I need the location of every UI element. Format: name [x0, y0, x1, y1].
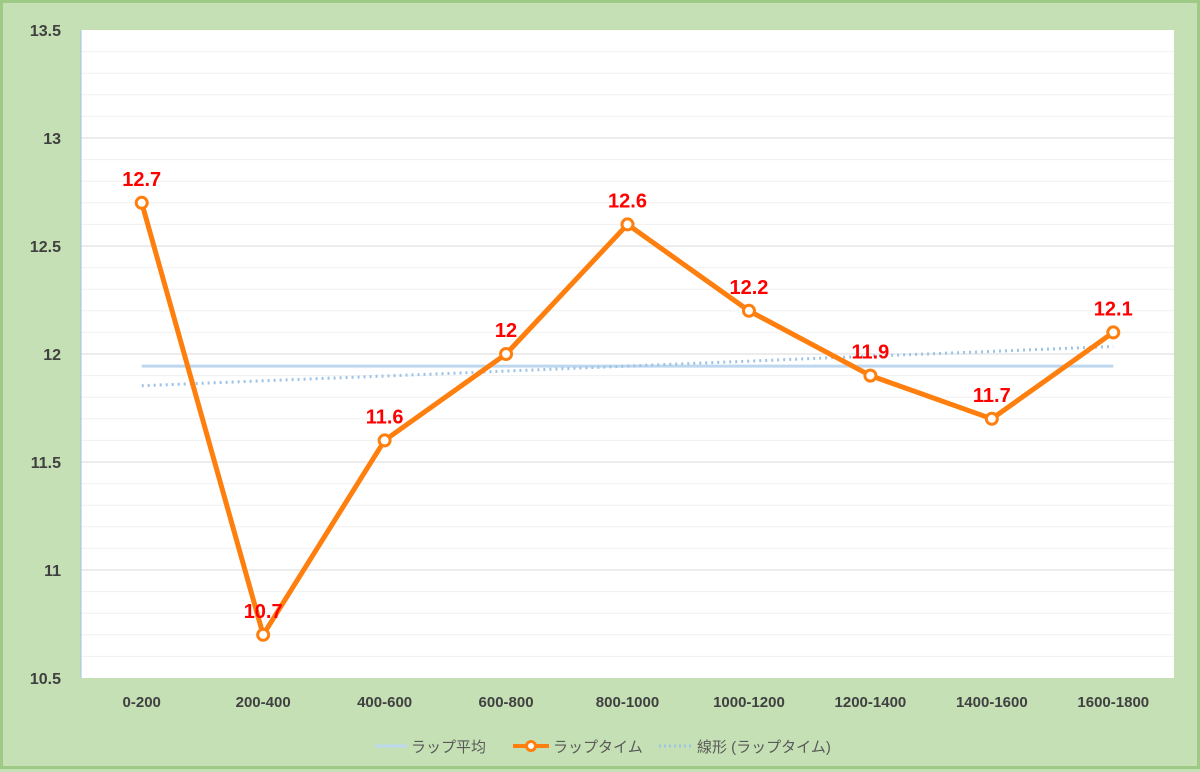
data-label: 12.7: [122, 169, 161, 191]
data-point: [134, 195, 149, 210]
data-label: 12: [495, 320, 517, 342]
data-label: 11.6: [366, 406, 404, 428]
data-label: 12.1: [1094, 298, 1133, 320]
x-tick-label: 200-400: [236, 694, 291, 711]
x-tick-label: 400-600: [357, 694, 412, 711]
data-label: 10.7: [244, 601, 283, 623]
data-point: [499, 347, 514, 361]
data-label: 12.6: [608, 190, 647, 212]
legend-marker-lap-time: [525, 740, 537, 752]
y-tick-label: 10.5: [30, 671, 61, 688]
series-line-trend: [141, 344, 1114, 388]
y-axis: 10.5 11 11.5 12 12.5 13 13.5: [30, 23, 61, 688]
x-tick-label: 1200-1400: [835, 694, 907, 711]
x-tick-label: 800-1000: [596, 694, 659, 711]
gridlines: [80, 30, 1174, 678]
y-tick-label: 12.5: [30, 239, 61, 256]
x-tick-label: 1400-1600: [956, 694, 1028, 711]
y-tick-label: 11.5: [31, 455, 61, 472]
data-point: [1106, 325, 1121, 340]
x-tick-label: 1600-1800: [1077, 694, 1149, 711]
data-point: [620, 217, 635, 232]
data-label: 11.7: [973, 385, 1011, 407]
data-labels: 12.7 10.7 11.6 12 12.6 12.2 11.9 11.7 12.1: [122, 169, 1132, 623]
legend: ラップ平均 ラップタイム 線形 (ラップタイム): [375, 739, 831, 756]
legend-label-lap-time: ラップタイム: [553, 739, 643, 756]
data-point: [984, 411, 999, 426]
data-label: 12.2: [729, 277, 768, 299]
legend-label-trend: 線形 (ラップタイム): [697, 739, 831, 756]
y-tick-label: 13.5: [30, 23, 61, 40]
y-tick-label: 12: [43, 347, 61, 364]
legend-label-average: ラップ平均: [411, 739, 486, 756]
data-label: 11.9: [851, 342, 889, 364]
data-point: [863, 368, 878, 383]
x-tick-label: 0-200: [123, 694, 161, 711]
y-tick-label: 11: [44, 563, 61, 580]
lap-time-chart: 10.5 11 11.5 12 12.5 13 13.5 0-200 200-400 400-6…: [30, 23, 1174, 756]
data-points: [134, 195, 1121, 642]
data-point: [377, 433, 392, 448]
data-point: [256, 627, 271, 642]
x-tick-label: 600-800: [479, 694, 534, 711]
data-point: [741, 303, 756, 318]
x-tick-label: 1000-1200: [713, 694, 785, 711]
y-tick-label: 13: [43, 131, 61, 148]
x-axis: 0-200 200-400 400-600 600-800 800-1000 1000-1…: [123, 694, 1150, 711]
